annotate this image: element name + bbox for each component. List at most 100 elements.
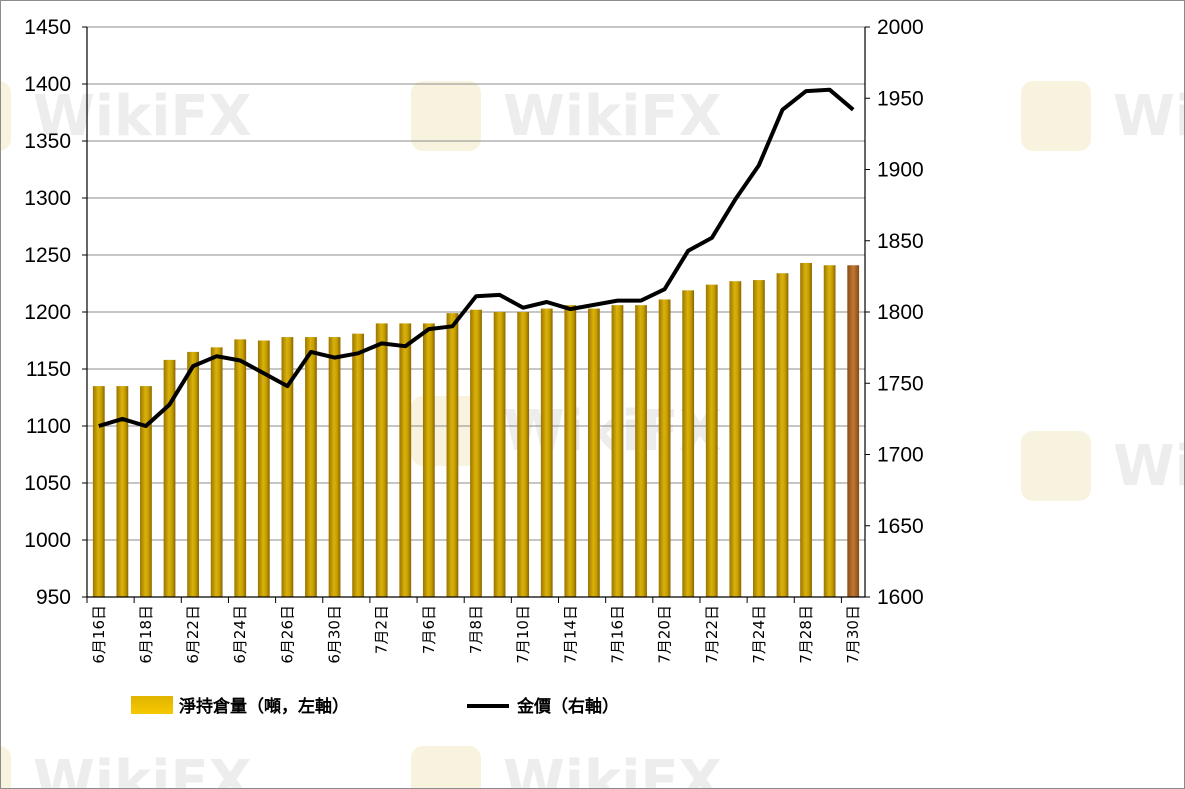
category-label: 7月16日 xyxy=(608,605,626,664)
bar xyxy=(658,299,671,597)
legend-swatch-bars xyxy=(131,696,173,714)
bar xyxy=(517,312,530,597)
category-label: 7月6日 xyxy=(420,605,438,654)
watermark-3: WikiFX xyxy=(1021,431,1184,501)
legend-label-line: 金價（右軸） xyxy=(516,696,619,717)
right-tick-label: 1700 xyxy=(877,444,924,467)
left-tick-label: 1400 xyxy=(24,73,71,96)
bar xyxy=(705,284,718,597)
line-series xyxy=(98,87,855,428)
right-axis-ticks: 1600 1650 1700 1750 1800 1850 1900 1950 2000 xyxy=(865,16,924,609)
bar xyxy=(257,340,270,597)
category-label: 7月24日 xyxy=(750,605,768,664)
left-tick-label: 1250 xyxy=(24,244,71,267)
gold-price-line xyxy=(98,87,855,428)
bar xyxy=(800,262,812,597)
bar xyxy=(847,265,860,597)
bar xyxy=(493,312,506,597)
right-tick-label: 1750 xyxy=(877,372,924,395)
bar xyxy=(375,323,388,597)
category-label: 7月10日 xyxy=(514,605,532,664)
category-label: 7月8日 xyxy=(467,605,485,654)
watermark-logo-icon xyxy=(1021,81,1091,151)
left-tick-label: 1200 xyxy=(24,301,71,324)
left-tick-label: 1350 xyxy=(24,130,71,153)
watermark-text: WikiFX xyxy=(503,84,722,149)
bar xyxy=(776,273,789,597)
bar xyxy=(140,386,152,597)
right-tick-label: 1600 xyxy=(877,586,924,609)
bar xyxy=(446,313,459,597)
category-label: 7月22日 xyxy=(703,605,721,664)
right-tick-label: 1900 xyxy=(877,159,924,182)
category-label: 7月28日 xyxy=(797,605,815,664)
category-label: 6月16日 xyxy=(90,605,108,664)
bar xyxy=(422,323,435,597)
watermark-text: WikiFX xyxy=(33,749,252,788)
left-tick-label: 1150 xyxy=(26,358,71,381)
watermark-logo-icon xyxy=(1,746,11,788)
left-tick-label: 1300 xyxy=(24,187,71,210)
right-tick-label: 1950 xyxy=(877,87,924,110)
bar xyxy=(92,386,105,597)
right-tick-label: 1650 xyxy=(877,515,924,538)
category-label: 6月18日 xyxy=(137,605,155,664)
bar xyxy=(210,347,223,597)
category-label: 7月30日 xyxy=(844,605,862,664)
bar xyxy=(328,337,341,597)
watermark-text: WikiFX xyxy=(33,84,252,149)
watermark-4: WikiFX xyxy=(411,746,722,788)
watermark-logo-icon xyxy=(1,81,11,151)
bar xyxy=(116,386,129,597)
category-label: 7月14日 xyxy=(561,605,579,664)
category-label: 6月26日 xyxy=(278,605,296,664)
category-label: 6月24日 xyxy=(231,605,249,664)
bar xyxy=(352,333,365,597)
left-tick-label: 950 xyxy=(36,586,71,609)
watermark-5: WikiFX xyxy=(1,81,252,151)
category-label: 6月22日 xyxy=(184,605,202,664)
category-label: 7月20日 xyxy=(656,605,674,664)
left-tick-label: 1450 xyxy=(24,16,71,39)
watermark-logo-icon xyxy=(411,81,481,151)
bar xyxy=(163,359,176,597)
legend-label-bars: 淨持倉量（噸，左軸） xyxy=(179,696,349,717)
bar xyxy=(564,305,577,597)
watermark-logo-icon xyxy=(1021,431,1091,501)
bar xyxy=(753,280,765,597)
bar xyxy=(234,339,247,597)
watermark-text: WikiFX xyxy=(1113,84,1184,149)
bar xyxy=(540,308,553,597)
watermark-logo-icon xyxy=(411,746,481,788)
bar xyxy=(281,337,294,597)
watermark-0: WikiFX xyxy=(411,81,722,151)
right-tick-label: 2000 xyxy=(877,16,924,39)
bar xyxy=(682,290,695,597)
watermark-1: WikiFX xyxy=(1021,81,1184,151)
bar xyxy=(635,305,647,597)
right-tick-label: 1850 xyxy=(877,230,924,253)
bar xyxy=(729,281,742,597)
bar xyxy=(611,305,624,597)
bar xyxy=(470,309,482,597)
left-tick-label: 1050 xyxy=(24,472,71,495)
bar xyxy=(187,351,199,597)
category-label: 7月2日 xyxy=(373,605,391,654)
bar xyxy=(305,337,317,597)
right-tick-label: 1800 xyxy=(877,301,924,324)
left-tick-label: 1100 xyxy=(26,415,71,438)
legend: 淨持倉量（噸，左軸） 金價（右軸） xyxy=(131,696,619,717)
watermark-6: WikiFX xyxy=(1,746,252,788)
bar xyxy=(823,265,836,597)
category-label: 6月30日 xyxy=(326,605,344,664)
bar-series xyxy=(92,262,860,597)
category-axis-ticks: 6月16日 6月18日 6月22日 6月24日 6月26日 6月30日 7月2日 7月6日 7月… xyxy=(86,597,862,664)
left-tick-label: 1000 xyxy=(24,529,71,552)
left-axis-ticks: 950 1000 1050 1100 1150 1200 1250 1300 1350 1400 1… xyxy=(24,16,87,609)
watermark-text: WikiFX xyxy=(1113,434,1184,499)
bar xyxy=(587,308,600,597)
watermark-text: WikiFX xyxy=(503,749,722,788)
bar xyxy=(399,323,412,597)
